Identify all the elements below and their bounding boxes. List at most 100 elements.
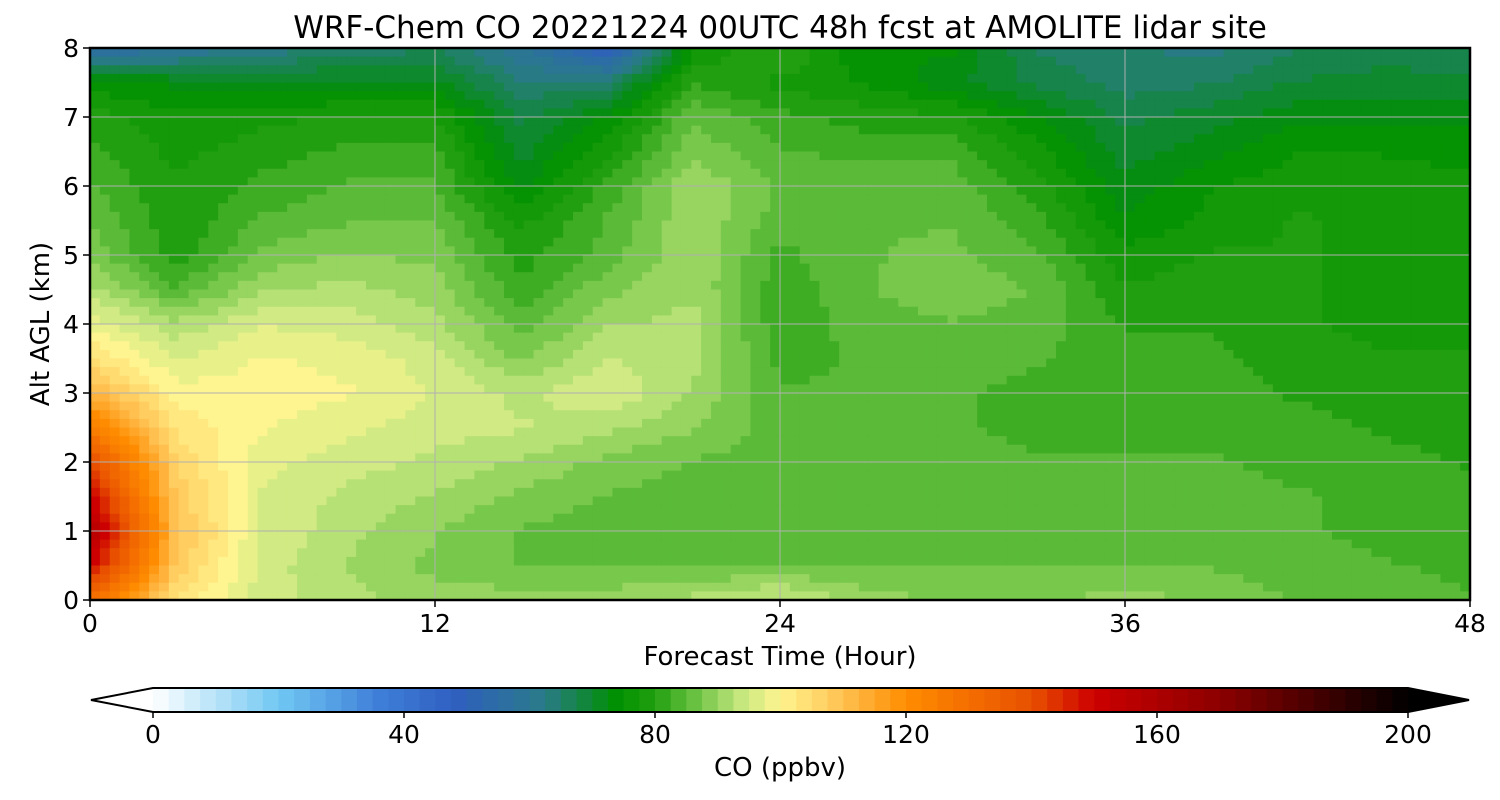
contour-cell	[711, 151, 722, 161]
contour-cell	[1440, 332, 1451, 342]
contour-cell	[839, 229, 850, 239]
contour-cell	[306, 211, 318, 222]
contour-cell	[967, 56, 978, 66]
contour-cell	[582, 134, 594, 144]
contour-cell	[425, 280, 436, 291]
contour-cell	[129, 211, 140, 222]
contour-cell	[711, 220, 722, 230]
contour-cell	[947, 332, 959, 342]
contour-cell	[523, 229, 535, 239]
contour-cell	[435, 142, 446, 153]
contour-cell	[1184, 298, 1195, 308]
contour-cell	[1115, 306, 1126, 316]
contour-cell	[208, 99, 219, 109]
contour-cell	[1302, 168, 1313, 178]
contour-cell	[839, 246, 850, 256]
contour-cell	[1401, 280, 1412, 291]
contour-cell	[1075, 246, 1087, 256]
contour-cell	[878, 168, 890, 178]
contour-cell	[1391, 73, 1402, 84]
contour-cell	[208, 168, 219, 178]
contour-cell	[129, 82, 140, 92]
contour-cell	[957, 65, 968, 75]
contour-cell	[375, 315, 387, 325]
contour-cell	[1361, 229, 1373, 239]
contour-cell	[346, 289, 357, 299]
contour-cell	[1410, 203, 1422, 213]
contour-cell	[1391, 168, 1402, 178]
contour-cell	[198, 324, 209, 334]
contour-cell	[454, 73, 466, 84]
contour-cell	[553, 211, 564, 222]
contour-cell	[987, 91, 998, 101]
contour-cell	[326, 298, 338, 308]
contour-cell	[1430, 229, 1442, 239]
contour-cell	[1115, 82, 1126, 92]
contour-cell	[1174, 298, 1185, 308]
contour-cell	[701, 255, 712, 265]
contour-cell	[839, 298, 850, 308]
contour-cell	[1312, 82, 1323, 92]
contour-cell	[523, 186, 535, 196]
contour-cell	[1046, 177, 1057, 187]
contour-cell	[789, 341, 801, 351]
contour-cell	[336, 255, 347, 265]
contour-cell	[1105, 65, 1116, 75]
contour-cell	[1194, 168, 1205, 178]
contour-cell	[159, 56, 170, 66]
contour-cell	[1243, 255, 1254, 265]
contour-cell	[1144, 160, 1156, 170]
contour-cell	[326, 48, 338, 58]
contour-cell	[1450, 142, 1461, 153]
contour-cell	[691, 289, 702, 299]
contour-cell	[1302, 65, 1313, 75]
contour-cell	[1381, 99, 1392, 109]
contour-cell	[1312, 211, 1323, 222]
contour-cell	[198, 298, 209, 308]
contour-cell	[573, 125, 584, 135]
contour-cell	[582, 177, 594, 187]
contour-cell	[1401, 315, 1412, 325]
contour-cell	[730, 298, 742, 308]
contour-cell	[1085, 255, 1097, 265]
contour-cell	[129, 306, 140, 316]
contour-cell	[277, 65, 288, 75]
contour-cell	[1371, 324, 1382, 334]
contour-cell	[1115, 151, 1126, 161]
contour-cell	[1351, 194, 1363, 204]
contour-cell	[1292, 237, 1304, 247]
contour-cell	[1115, 246, 1126, 256]
contour-cell	[1430, 237, 1442, 247]
contour-cell	[612, 48, 623, 58]
contour-cell	[1282, 315, 1294, 325]
contour-cell	[1341, 73, 1353, 84]
contour-cell	[543, 82, 554, 92]
contour-cell	[1016, 56, 1028, 66]
contour-cell	[908, 151, 919, 161]
contour-cell	[326, 82, 338, 92]
contour-cell	[139, 117, 150, 127]
contour-cell	[1361, 82, 1373, 92]
contour-cell	[967, 65, 978, 75]
contour-cell	[375, 186, 387, 196]
contour-cell	[1184, 280, 1195, 291]
contour-cell	[582, 306, 594, 316]
contour-cell	[730, 272, 742, 282]
contour-cell	[1440, 220, 1451, 230]
contour-cell	[573, 160, 584, 170]
contour-cell	[898, 289, 909, 299]
contour-cell	[198, 237, 209, 247]
contour-cell	[218, 177, 229, 187]
contour-cell	[987, 315, 998, 325]
contour-cell	[484, 82, 495, 92]
contour-cell	[208, 349, 219, 360]
contour-cell	[1322, 91, 1333, 101]
contour-cell	[1272, 211, 1284, 222]
contour-cell	[839, 168, 850, 178]
contour-cell	[543, 246, 554, 256]
contour-cell	[888, 349, 899, 360]
contour-cell	[642, 117, 653, 127]
contour-cell	[1105, 246, 1116, 256]
contour-cell	[1115, 160, 1126, 170]
contour-cell	[336, 203, 347, 213]
